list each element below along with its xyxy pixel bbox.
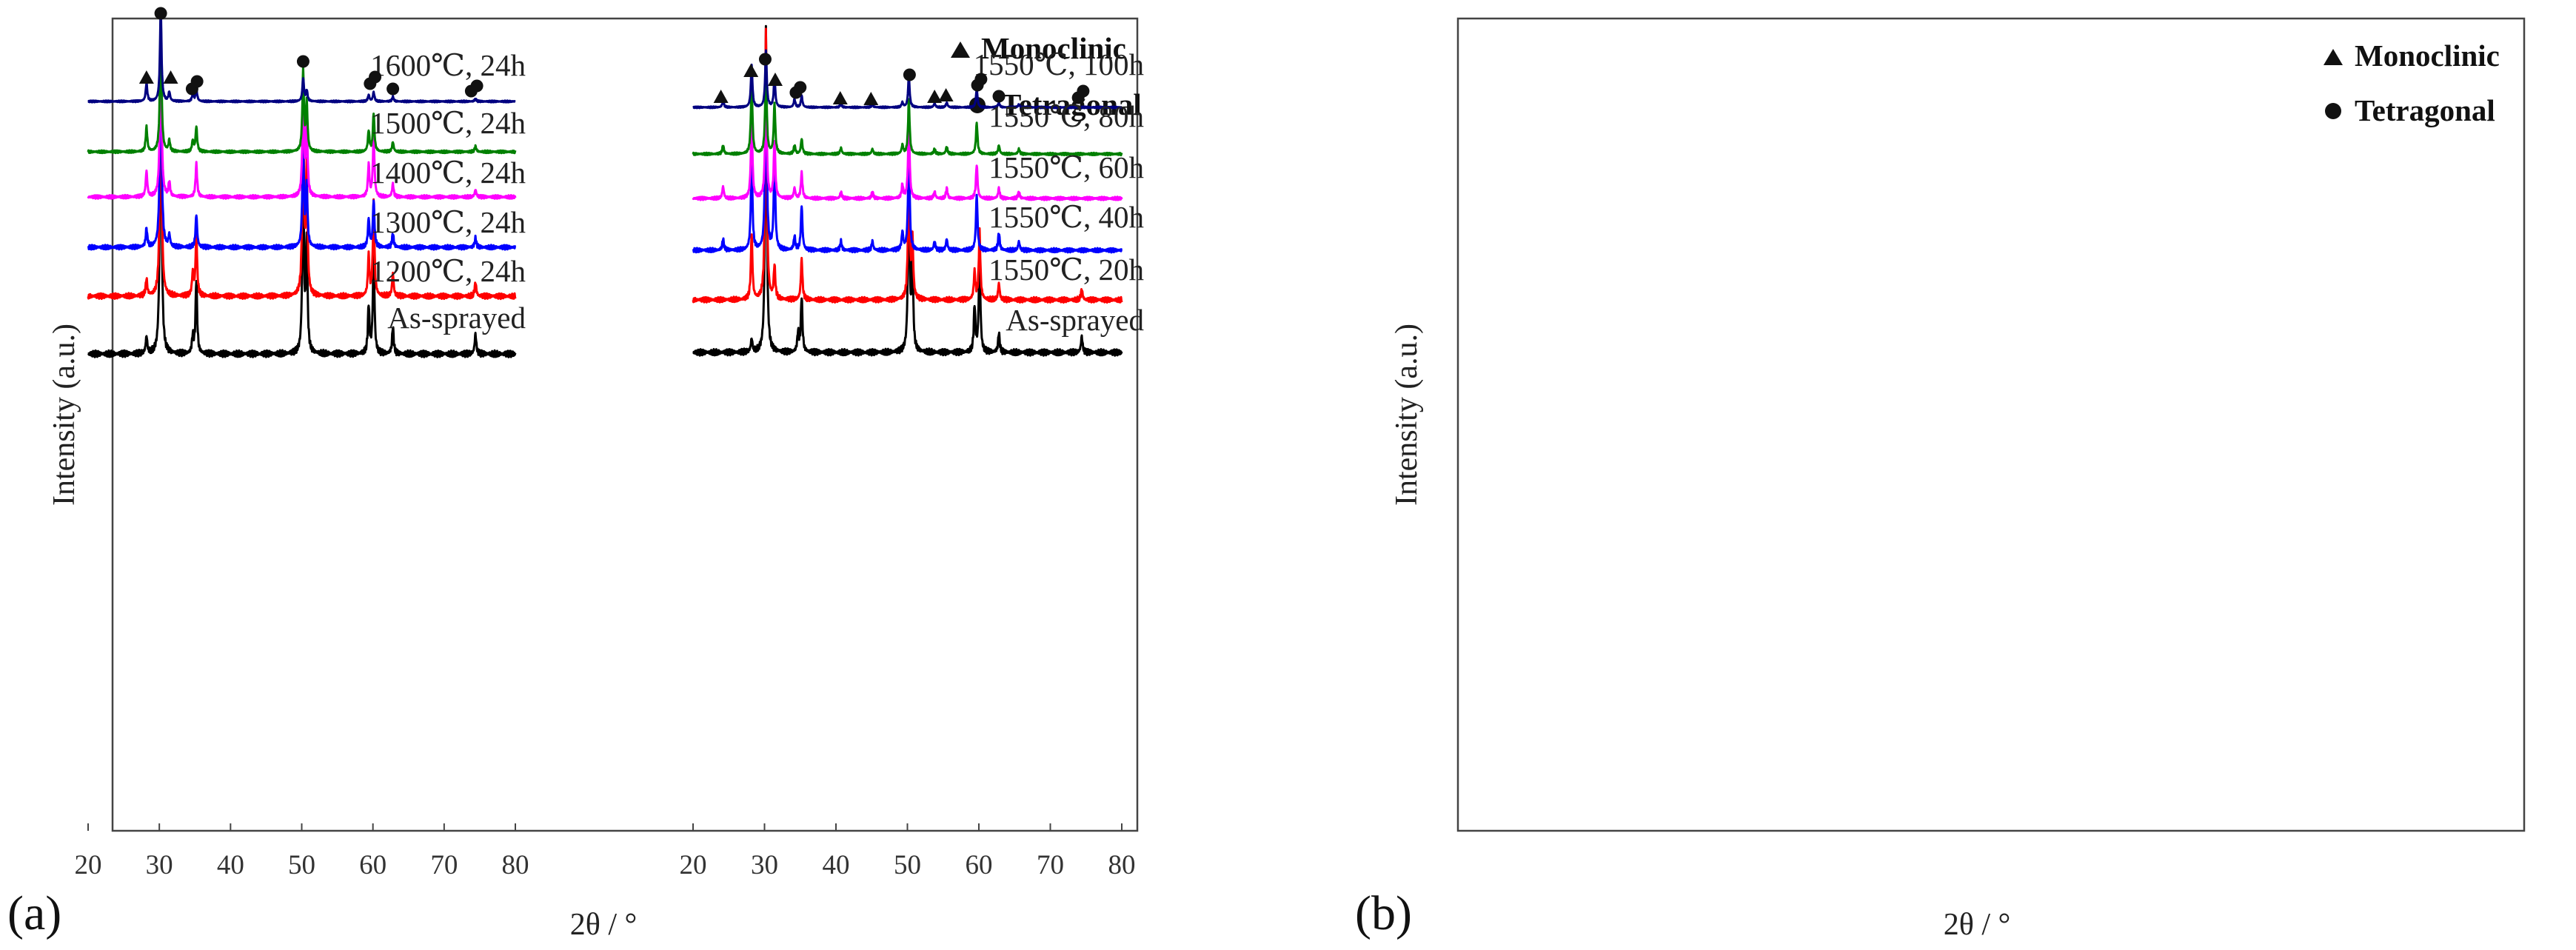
monoclinic-marker (767, 73, 783, 86)
legend-monoclinic-label: Monoclinic (981, 31, 1126, 65)
series-label: 1550℃, 20h (988, 252, 1144, 287)
x-tick-label: 80 (502, 850, 529, 880)
x-tick-label: 40 (823, 850, 850, 880)
panel-b-legend: Monoclinic Tetragonal (2324, 39, 2500, 127)
tetragonal-marker (794, 81, 807, 94)
tetragonal-marker (154, 7, 167, 20)
panel-a-ticks: 20 30 40 50 60 70 80 (75, 823, 529, 880)
legend-monoclinic-label: Monoclinic (2355, 39, 2500, 73)
tetragonal-marker (296, 55, 310, 68)
x-tick-label: 50 (288, 850, 315, 880)
panel-b-label: (b) (1355, 886, 1412, 940)
series-line (692, 64, 1123, 157)
tetragonal-marker (387, 82, 400, 96)
tetragonal-marker (369, 70, 382, 84)
monoclinic-marker (163, 70, 178, 84)
legend-tetragonal-label: Tetragonal (1001, 87, 1142, 121)
series-label: 1550℃, 80h (988, 99, 1144, 133)
legend-tetragonal-marker (969, 97, 986, 113)
x-tick-label: 50 (894, 850, 921, 880)
legend-monoclinic-marker (951, 41, 970, 58)
panel-b-frame (1456, 17, 2526, 832)
x-tick-label: 20 (75, 850, 102, 880)
panel-b-trace-labels: As-sprayed 1550℃, 20h 1550℃, 40h 1550℃, 60h… (974, 47, 1144, 337)
panel-a-trace-labels: As-sprayed 1200℃, 24h 1300℃, 24h 1400℃, 24h… (370, 48, 526, 335)
monoclinic-marker (927, 90, 943, 103)
x-tick-label: 30 (146, 850, 173, 880)
series-label: 1550℃, 40h (988, 200, 1144, 234)
legend-tetragonal-marker (2325, 103, 2341, 119)
panel-a-frame (111, 17, 1139, 832)
x-tick-label: 60 (359, 850, 387, 880)
tetragonal-marker (992, 90, 1006, 103)
panel-a-ylabel: Intensity (a.u.) (47, 324, 81, 506)
panel-a: Intensity (a.u.) 2θ / ° (a) 20 30 40 50 60 70… (7, 7, 1142, 942)
monoclinic-marker (938, 88, 954, 101)
tetragonal-marker (1077, 84, 1090, 98)
series-line (87, 9, 516, 104)
x-tick-label: 30 (751, 850, 778, 880)
tetragonal-marker (190, 75, 204, 88)
panel-a-legend: Monoclinic Tetragonal (951, 31, 1142, 121)
panel-a-label: (a) (7, 886, 61, 940)
x-tick-label: 60 (966, 850, 993, 880)
series-line (692, 49, 1123, 110)
tetragonal-marker (470, 79, 484, 93)
monoclinic-marker (743, 64, 759, 77)
series-label: As-sprayed (387, 301, 526, 335)
series-label: 1550℃, 100h (974, 47, 1144, 81)
tetragonal-marker (974, 73, 988, 86)
series-line (87, 10, 517, 251)
series-label: 1200℃, 24h (370, 254, 526, 288)
x-tick-label: 70 (1037, 850, 1064, 880)
series-label: 1600℃, 24h (370, 48, 526, 82)
series-line (87, 10, 517, 155)
series-label: 1500℃, 24h (370, 106, 526, 140)
panel-b-xlabel: 2θ / ° (1944, 908, 2011, 942)
series-line (87, 12, 517, 200)
panel-a-phase-markers (138, 7, 484, 98)
legend-tetragonal-label: Tetragonal (2355, 93, 2495, 127)
x-tick-label: 40 (217, 850, 244, 880)
series-label: 1550℃, 60h (988, 150, 1144, 184)
panel-a-xlabel: 2θ / ° (570, 908, 638, 942)
x-tick-label: 70 (430, 850, 458, 880)
x-tick-label: 80 (1108, 850, 1136, 880)
legend-monoclinic-marker (2324, 49, 2343, 65)
panel-b-ylabel: Intensity (a.u.) (1390, 324, 1424, 506)
series-line (692, 75, 1123, 201)
series-line (692, 50, 1123, 254)
panel-a-traces (87, 9, 517, 358)
panel-b-ticks: 20 30 40 50 60 70 80 (680, 823, 1136, 880)
monoclinic-marker (863, 92, 879, 105)
series-label: 1300℃, 24h (370, 205, 526, 239)
panel-b: Intensity (a.u.) 2θ / ° (b) 20 30 40 50 60 70… (680, 17, 2526, 942)
monoclinic-marker (713, 90, 729, 103)
monoclinic-marker (138, 70, 154, 84)
panel-b-traces (692, 24, 1123, 357)
series-label: As-sprayed (1006, 303, 1144, 337)
tetragonal-marker (758, 53, 772, 66)
tetragonal-marker (903, 68, 916, 81)
x-tick-label: 20 (680, 850, 707, 880)
panel-b-phase-markers (713, 53, 1090, 105)
monoclinic-marker (832, 91, 848, 104)
series-label: 1400℃, 24h (370, 155, 526, 190)
